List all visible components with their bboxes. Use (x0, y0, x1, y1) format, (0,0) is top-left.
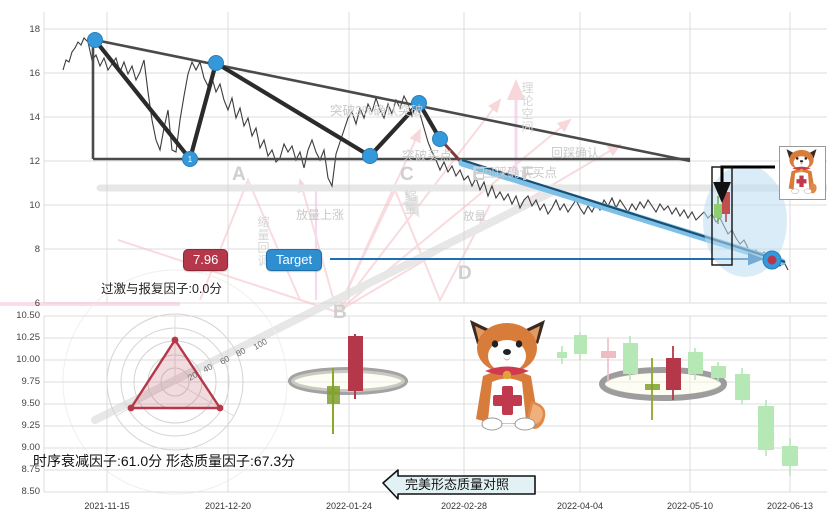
ytick-quality-8: 8.50 (21, 486, 41, 497)
ytick-price-6: 6 (34, 298, 40, 309)
xtick-0: 2021-11-15 (84, 501, 130, 511)
target-badge[interactable]: Target (266, 249, 323, 271)
ytick-price-4: 10 (29, 200, 40, 211)
ytick-price-3: 12 (29, 156, 40, 167)
xtick-3: 2022-02-28 (440, 501, 488, 511)
entry-pointer-bracket (711, 165, 775, 266)
price-panel-grid (43, 12, 827, 304)
candles-left-cluster (288, 334, 408, 434)
ytick-price-1: 16 (29, 68, 40, 79)
aggression-factor-text: 过激与报复因子:0.0分 (101, 282, 222, 296)
shiba-dog-large-icon (455, 316, 560, 436)
shiba-dog-icon (786, 149, 817, 194)
shiba-dog-framed-icon (779, 146, 826, 200)
ytick-quality-0: 10.50 (16, 310, 40, 321)
shiba-dog-illustration (470, 320, 546, 431)
pattern-letter-f: F (522, 164, 534, 185)
pattern-letter-d: D (458, 263, 472, 284)
annotation-shrink: 缩量 (404, 189, 417, 216)
ytick-price-0: 18 (29, 24, 40, 35)
pattern-letter-c: C (400, 164, 414, 185)
candles-right-cluster (557, 332, 798, 476)
svg-text:1: 1 (188, 155, 193, 164)
ytick-quality-6: 9.00 (21, 442, 41, 453)
xtick-2: 2022-01-24 (325, 501, 373, 511)
xtick-6: 2022-06-13 (766, 501, 814, 511)
pattern-letter-e: E (472, 164, 485, 185)
ytick-quality-2: 10.00 (16, 354, 40, 365)
callout-label: 完美形态质量对照 (405, 477, 510, 492)
ytick-price-2: 14 (29, 112, 40, 123)
pattern-letter-a: A (232, 164, 246, 185)
schematic-watermark (0, 79, 827, 495)
xtick-5: 2022-05-10 (666, 501, 714, 511)
ytick-quality-3: 9.75 (21, 376, 41, 387)
radar-chart (106, 313, 244, 451)
price-line-series (62, 37, 789, 271)
radar-value-polygon (128, 337, 223, 410)
callout-pointer-box[interactable] (382, 469, 536, 500)
xtick-4: 2022-04-04 (556, 501, 604, 511)
annotation-theoretical-space: 理论空间 (521, 81, 534, 134)
ytick-quality-1: 10.25 (16, 332, 40, 343)
xtick-1: 2021-12-20 (204, 501, 252, 511)
pattern-marker-dots: 1 (87, 32, 782, 270)
ytick-quality-4: 9.50 (21, 398, 41, 409)
price-badge[interactable]: 7.96 (183, 249, 229, 271)
ytick-price-5: 8 (34, 244, 40, 255)
ytick-quality-7: 8.75 (21, 464, 41, 475)
pattern-letter-b: B (333, 302, 347, 323)
ytick-quality-5: 9.25 (21, 420, 41, 431)
quality-scores-text: 时序衰减因子:61.0分 形态质量因子:67.3分 (33, 453, 296, 469)
